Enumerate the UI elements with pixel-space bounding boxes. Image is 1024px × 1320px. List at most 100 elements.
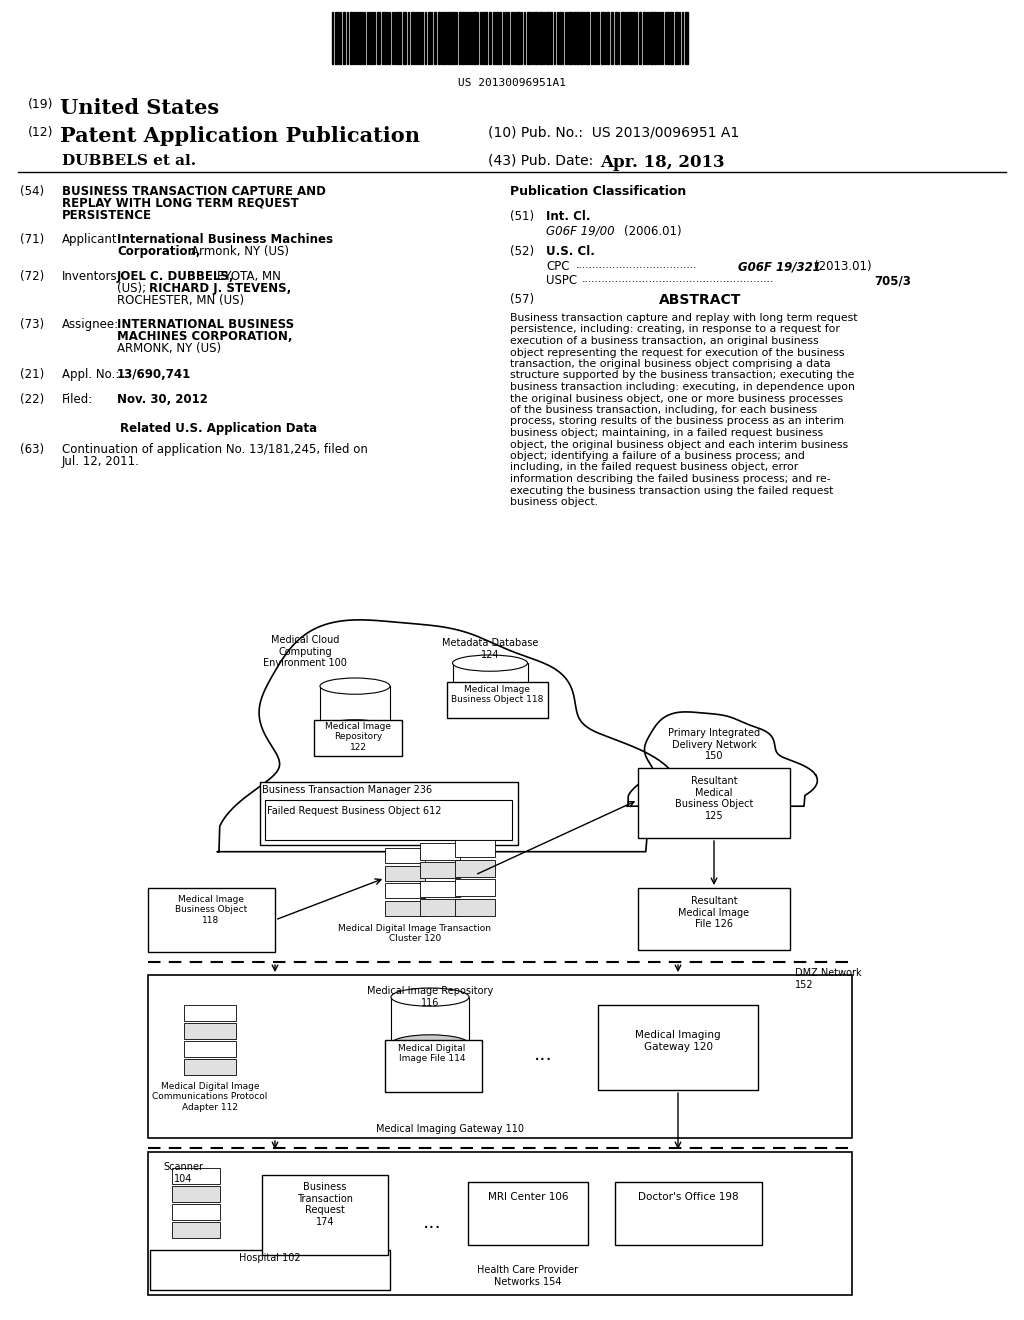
Bar	[377, 12, 380, 63]
Bar	[385, 883, 425, 899]
Bar	[499, 12, 501, 63]
Text: INTERNATIONAL BUSINESS: INTERNATIONAL BUSINESS	[117, 318, 294, 331]
Text: 13/690,741: 13/690,741	[117, 368, 191, 381]
Bar	[262, 1175, 388, 1255]
Bar	[403, 12, 406, 63]
Bar	[577, 12, 579, 63]
Text: (2013.01): (2013.01)	[814, 260, 871, 273]
Bar	[184, 1059, 236, 1074]
Text: MACHINES CORPORATION,: MACHINES CORPORATION,	[117, 330, 293, 343]
Bar	[559, 12, 561, 63]
Text: Doctor's Office 198: Doctor's Office 198	[638, 1192, 738, 1203]
Text: Business Transaction Manager 236: Business Transaction Manager 236	[262, 785, 432, 795]
Bar	[450, 12, 452, 63]
Text: Metadata Database
124: Metadata Database 124	[441, 638, 539, 660]
Text: (US);: (US);	[117, 282, 146, 294]
Bar	[643, 12, 645, 63]
Bar	[184, 1023, 236, 1039]
Bar	[384, 12, 386, 63]
Text: of the business transaction, including, for each business: of the business transaction, including, …	[510, 405, 817, 414]
Bar	[335, 12, 337, 63]
Bar	[484, 12, 487, 63]
Text: Apr. 18, 2013: Apr. 18, 2013	[600, 154, 725, 172]
Bar	[685, 12, 688, 63]
Text: business object; maintaining, in a failed request business: business object; maintaining, in a faile…	[510, 428, 823, 438]
Bar	[172, 1204, 220, 1220]
Text: International Business Machines: International Business Machines	[117, 234, 333, 246]
Bar	[172, 1185, 220, 1201]
Bar	[670, 12, 673, 63]
Text: persistence, including: creating, in response to a request for: persistence, including: creating, in res…	[510, 325, 840, 334]
Text: G06F 19/00: G06F 19/00	[546, 224, 614, 238]
Bar	[615, 1181, 762, 1245]
Text: USPC: USPC	[546, 275, 578, 286]
Text: executing the business transaction using the failed request: executing the business transaction using…	[510, 486, 834, 495]
Text: Medical Image
Business Object
118: Medical Image Business Object 118	[175, 895, 247, 925]
Text: ...: ...	[423, 1213, 441, 1232]
Text: (72): (72)	[20, 271, 44, 282]
Ellipse shape	[453, 655, 527, 672]
Bar	[654, 12, 656, 63]
Text: ABSTRACT: ABSTRACT	[658, 293, 741, 308]
Text: (52): (52)	[510, 246, 535, 257]
Ellipse shape	[453, 697, 527, 713]
Text: (54): (54)	[20, 185, 44, 198]
Bar	[391, 997, 469, 1044]
Text: Scanner
104: Scanner 104	[163, 1162, 203, 1184]
Text: business object.: business object.	[510, 498, 598, 507]
Bar	[459, 12, 461, 63]
Text: REPLAY WITH LONG TERM REQUEST: REPLAY WITH LONG TERM REQUEST	[62, 197, 299, 210]
Text: object representing the request for execution of the business: object representing the request for exec…	[510, 347, 845, 358]
Bar	[150, 1250, 390, 1290]
Bar	[420, 899, 460, 916]
Bar	[675, 12, 678, 63]
Bar	[385, 866, 425, 880]
Bar	[496, 12, 498, 63]
Bar	[615, 12, 617, 63]
Text: (22): (22)	[20, 393, 44, 407]
Text: Health Care Provider
Networks 154: Health Care Provider Networks 154	[477, 1265, 579, 1287]
Bar	[580, 12, 583, 63]
Text: United States: United States	[60, 98, 219, 117]
Text: Medical Digital Image Transaction
Cluster 120: Medical Digital Image Transaction Cluste…	[339, 924, 492, 944]
Bar	[473, 12, 476, 63]
Text: G06F 19/321: G06F 19/321	[738, 260, 821, 273]
Bar	[172, 1168, 220, 1184]
Bar	[630, 12, 632, 63]
Bar	[314, 719, 402, 756]
Bar	[455, 879, 495, 896]
Bar	[638, 888, 790, 950]
Text: Filed:: Filed:	[62, 393, 93, 407]
Text: Medical Imaging
Gateway 120: Medical Imaging Gateway 120	[635, 1030, 721, 1052]
Text: EYOTA, MN: EYOTA, MN	[217, 271, 281, 282]
Text: (12): (12)	[28, 125, 53, 139]
Text: Medical Image
Business Object 118: Medical Image Business Object 118	[451, 685, 543, 705]
Bar	[260, 781, 518, 845]
Polygon shape	[628, 711, 817, 807]
Text: Medical Digital Image
Communications Protocol
Adapter 112: Medical Digital Image Communications Pro…	[153, 1082, 267, 1111]
Bar	[657, 12, 659, 63]
Text: including, in the failed request business object, error: including, in the failed request busines…	[510, 462, 799, 473]
Text: transaction, the original business object comprising a data: transaction, the original business objec…	[510, 359, 830, 370]
Text: Continuation of application No. 13/181,245, filed on: Continuation of application No. 13/181,2…	[62, 444, 368, 455]
Text: (19): (19)	[28, 98, 53, 111]
Bar	[574, 12, 575, 63]
Bar	[455, 899, 495, 916]
Polygon shape	[217, 620, 678, 851]
Bar	[586, 12, 589, 63]
Bar	[455, 840, 495, 857]
Text: process, storing results of the business process as an interim: process, storing results of the business…	[510, 417, 844, 426]
Text: ARMONK, NY (US): ARMONK, NY (US)	[117, 342, 221, 355]
Bar	[639, 12, 641, 63]
Ellipse shape	[319, 719, 390, 737]
Text: object; identifying a failure of a business process; and: object; identifying a failure of a busin…	[510, 451, 805, 461]
Text: PERSISTENCE: PERSISTENCE	[62, 209, 152, 222]
Bar	[650, 12, 653, 63]
Text: Nov. 30, 2012: Nov. 30, 2012	[117, 393, 208, 407]
Bar	[468, 1181, 588, 1245]
Bar	[398, 12, 401, 63]
Bar	[265, 800, 512, 840]
Bar	[359, 12, 361, 63]
Bar	[420, 862, 460, 878]
Text: BUSINESS TRANSACTION CAPTURE AND: BUSINESS TRANSACTION CAPTURE AND	[62, 185, 326, 198]
